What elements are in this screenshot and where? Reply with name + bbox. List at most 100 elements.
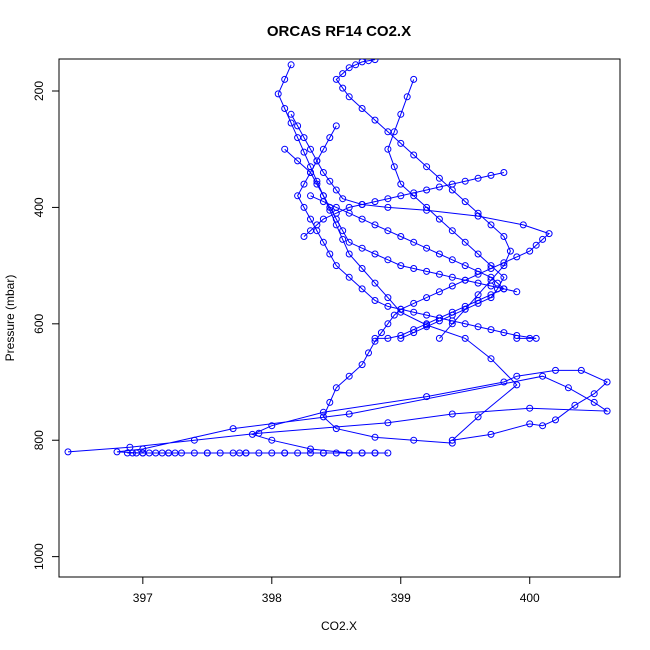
data-point [474,267,482,275]
data-point [313,157,321,165]
data-point [352,61,360,69]
x-tick-label: 398 [262,591,282,605]
data-point [358,285,366,293]
data-point [319,413,327,421]
data-point [532,241,540,249]
data-point [326,134,334,142]
data-point [319,169,327,176]
data-point [487,262,495,270]
data-point [410,238,418,246]
data-point [332,75,340,83]
data-point [397,110,405,118]
data-point [461,198,469,206]
x-tick-label: 400 [520,591,540,605]
y-tick-label: 1000 [32,543,46,570]
data-point [435,270,443,278]
data-point [532,334,540,342]
data-point [423,267,431,275]
data-point [513,381,521,389]
data-point [371,250,379,258]
data-point [345,273,353,281]
data-point [423,186,431,194]
data-point [603,378,611,386]
data-point [500,169,508,176]
data-point [474,209,482,217]
series-2 [248,61,611,457]
data-point [590,390,598,398]
data-point [435,334,443,342]
data-point [339,195,347,203]
data-point [461,334,469,342]
data-point [307,169,314,176]
data-point [319,192,327,200]
data-point [435,314,443,322]
data-point [487,282,495,290]
series-line [250,64,609,454]
data-point [371,221,379,229]
data-point [435,183,443,191]
data-point [281,105,289,112]
data-point [248,430,256,438]
data-point [300,180,308,188]
series-8 [281,145,521,296]
data-point [384,419,392,427]
data-point [371,279,379,287]
data-point [313,180,321,188]
data-point [539,235,547,243]
data-point [448,180,456,188]
data-point [313,221,321,229]
data-point [474,323,482,331]
data-point [139,449,147,457]
data-point [384,256,392,264]
x-tick-label: 397 [133,591,153,605]
data-point [332,262,340,270]
data-point [281,449,289,457]
data-point [403,93,411,101]
data-point [526,404,534,412]
data-point [307,215,314,223]
data-point [423,311,431,319]
data-point [300,233,308,240]
data-point [274,90,282,98]
data-point [332,186,340,194]
data-point [126,443,134,451]
data-point [397,305,405,313]
series-line [284,148,517,293]
data-point [474,413,482,421]
data-point [474,250,482,258]
data-point [64,448,72,456]
data-point [307,192,314,200]
data-point [397,180,405,188]
data-point [448,308,456,316]
data-point [461,262,469,270]
data-point [423,320,431,328]
data-point [435,215,443,223]
data-point [345,238,353,246]
data-point [300,203,308,211]
data-point [571,401,579,409]
data-point [487,171,495,179]
data-point [564,384,572,392]
data-point [539,372,547,380]
data-point [410,151,418,159]
x-axis-title: CO2.X [321,619,357,633]
data-point [506,247,514,255]
data-point [384,227,392,235]
data-point [410,308,418,316]
data-point [494,279,501,287]
data-point [448,282,456,290]
data-point [448,227,456,235]
data-point [139,445,147,453]
chart-title: ORCAS RF14 CO2.X [267,23,411,40]
data-point [461,320,469,328]
data-point [371,116,379,124]
data-point [268,436,276,444]
data-point [390,163,398,171]
data-point [448,256,456,264]
data-point [487,355,495,363]
data-point [410,326,418,334]
y-tick-label: 200 [32,81,46,101]
data-point [526,420,534,428]
data-point [474,297,482,304]
